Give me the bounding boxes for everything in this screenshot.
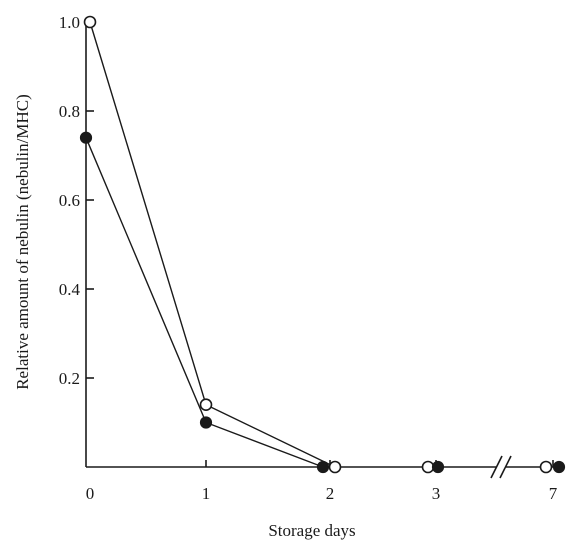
y-tick-label: 0.8	[59, 102, 80, 121]
x-tick-label: 2	[326, 484, 335, 503]
open-point	[421, 460, 435, 474]
open-point	[539, 460, 553, 474]
filled-point	[79, 131, 93, 144]
y-tick-label: 0.6	[59, 191, 80, 210]
x-axis-title: Storage days	[268, 521, 355, 540]
y-tick-label: 1.0	[59, 13, 80, 32]
y-tick-label: 0.4	[59, 280, 81, 299]
filled-point	[552, 460, 566, 474]
open-point	[83, 15, 97, 29]
y-ticks: 0.2 0.4 0.6 0.8 1.0	[59, 13, 94, 388]
open-point	[328, 460, 342, 474]
series-line	[89, 21, 336, 468]
filled-point	[199, 416, 213, 429]
axis-break-mark-2	[499, 455, 512, 479]
series-layer	[79, 15, 566, 474]
x-tick-label: 0	[86, 484, 95, 503]
y-axis-title: Relative amount of nebulin (nebulin/MHC)	[13, 94, 32, 390]
open-point	[199, 398, 213, 412]
x-tick-label: 3	[432, 484, 441, 503]
x-tick-label: 7	[549, 484, 558, 503]
filled-point	[431, 460, 445, 474]
axis-break-mark-1	[490, 455, 503, 479]
y-tick-label: 0.2	[59, 369, 80, 388]
filled-point	[316, 460, 330, 474]
axes	[85, 20, 562, 479]
x-tick-label: 1	[202, 484, 211, 503]
